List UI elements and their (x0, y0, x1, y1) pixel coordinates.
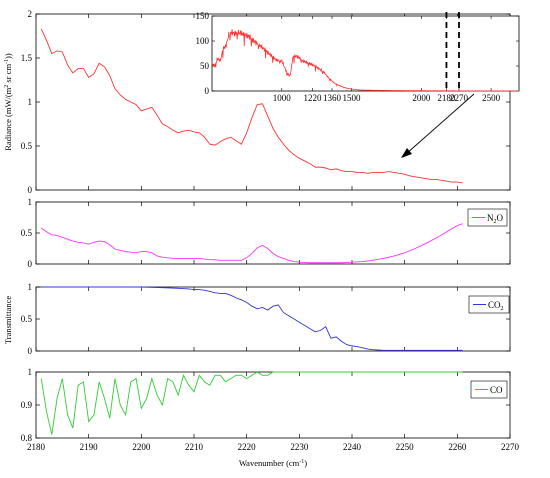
n2o-panel: 00.51 N2O (21, 197, 511, 269)
co-panel: 0.8 0.9 1 2180 2190 2200 2210 2220 2230 2240 2250… (21, 367, 520, 452)
y-tick-label: 0 (28, 346, 33, 356)
radiance-y-label: Radiance (mW/(m2 sr cm-1)) (3, 53, 13, 151)
y-tick-label: 0.5 (21, 141, 33, 151)
x-tick-label: 2260 (448, 442, 467, 452)
x-tick-label: 2240 (343, 442, 362, 452)
y-tick-label: 1.5 (21, 53, 33, 63)
zoom-arrow (401, 93, 475, 158)
inset-radiance-line (211, 29, 519, 92)
n2o-legend: N2O (467, 208, 508, 227)
inset-x-tick-label: 1000 (273, 93, 292, 103)
y-tick-label: 1 (28, 282, 33, 292)
inset-x-tick-label: 1360 (323, 93, 342, 103)
x-tick-label: 2200 (132, 442, 151, 452)
co-line (40, 371, 463, 435)
co-x-ticks: 2180 2190 2200 2210 2220 2230 2240 2250 2260 2270 (27, 372, 520, 452)
inset-y-tick-label: 150 (196, 11, 210, 21)
inset-x-tick-label: 1500 (343, 93, 362, 103)
x-tick-label: 2230 (290, 442, 309, 452)
co2-axes-box (35, 286, 511, 352)
x-tick-label: 2220 (238, 442, 257, 452)
co2-panel: 00.51 CO2 (21, 282, 511, 356)
x-tick-label: 2270 (501, 442, 520, 452)
co2-line (41, 286, 463, 351)
y-tick-label: 0 (28, 259, 33, 269)
n2o-line (41, 223, 463, 264)
y-tick-label: 1 (28, 97, 33, 107)
y-tick-label: 1 (28, 197, 33, 207)
co2-y-ticks: 00.51 (21, 282, 510, 356)
co2-legend: CO2 (468, 295, 510, 314)
co2-legend-label: CO2 (488, 300, 504, 312)
transmittance-y-label: Transmittance (3, 296, 13, 345)
co-legend: CO (470, 380, 508, 399)
x-tick-label: 2250 (396, 442, 415, 452)
n2o-y-ticks: 00.51 (21, 197, 510, 269)
y-tick-label: 0.8 (21, 433, 33, 443)
inset-x-tick-label: 2180 (437, 93, 456, 103)
inset-dashed-markers (445, 12, 460, 91)
y-tick-label: 0.5 (21, 228, 33, 238)
inset-x-tick-label: 2500 (482, 93, 501, 103)
y-tick-label: 0 (28, 185, 33, 195)
inset-x-tick-label: 2270 (450, 93, 469, 103)
inset-axes-box (211, 15, 520, 92)
radiance-line (40, 28, 463, 184)
inset-x-tick-label: 1220 (303, 93, 322, 103)
co-legend-label: CO (490, 385, 503, 395)
x-tick-label: 2190 (80, 442, 99, 452)
co-y-ticks: 0.8 0.9 1 (21, 367, 510, 443)
co2-x-ticks (35, 287, 511, 351)
y-tick-label: 2 (28, 9, 33, 19)
x-tick-label: 2180 (27, 442, 46, 452)
n2o-legend-label: N2O (487, 213, 504, 225)
inset-y-tick-label: 100 (196, 36, 210, 46)
y-tick-label: 0.5 (21, 314, 33, 324)
inset-y-tick-label: 50 (200, 61, 210, 71)
co-axes-box (35, 371, 511, 439)
inset-x-tick-label: 2000 (412, 93, 431, 103)
y-tick-label: 0.9 (21, 400, 33, 410)
x-axis-label: Wavenumber (cm-1) (239, 458, 307, 468)
n2o-x-ticks (35, 202, 511, 264)
n2o-axes-box (35, 201, 511, 265)
inset-y-tick-label: 0 (205, 86, 210, 96)
x-tick-label: 2210 (185, 442, 204, 452)
y-tick-label: 1 (28, 367, 33, 377)
